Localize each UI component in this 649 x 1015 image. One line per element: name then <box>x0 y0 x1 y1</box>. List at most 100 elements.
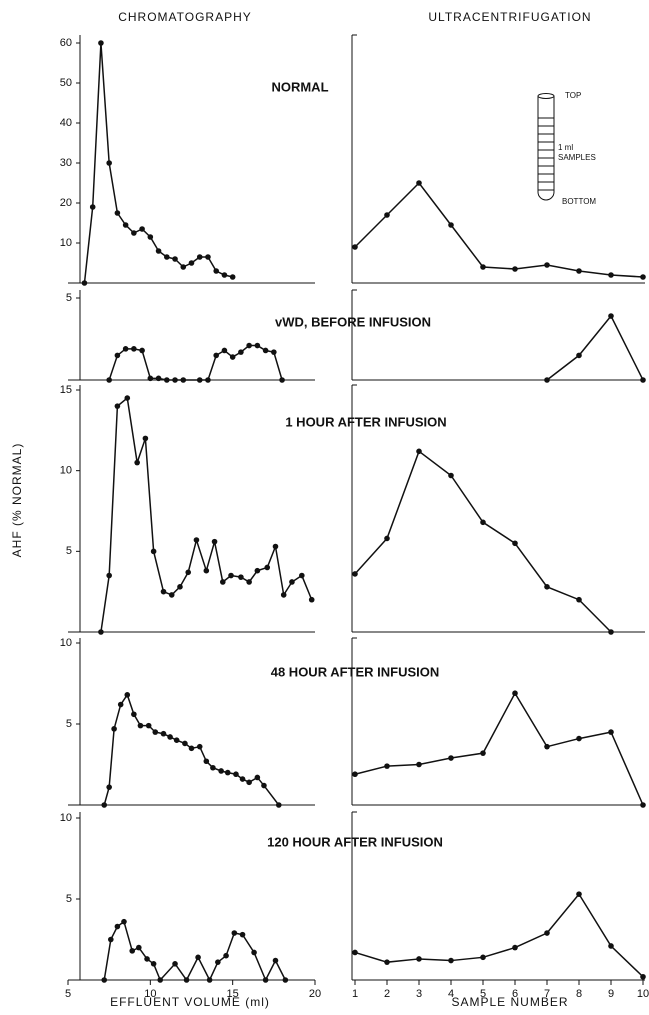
x-tick-label: 2 <box>384 988 390 1000</box>
data-point <box>233 771 239 777</box>
y-tick-label: 10 <box>60 465 72 477</box>
data-point <box>640 377 646 383</box>
y-tick-label: 5 <box>66 545 72 557</box>
data-point <box>205 254 211 260</box>
data-point <box>146 723 152 729</box>
data-point <box>544 584 550 590</box>
data-point <box>283 977 289 983</box>
data-point <box>204 568 210 574</box>
data-point <box>608 943 614 949</box>
data-point <box>161 589 167 595</box>
x-tick-label: 1 <box>352 988 358 1000</box>
data-point <box>139 348 145 354</box>
data-point <box>129 948 135 954</box>
data-point <box>480 519 486 525</box>
data-point <box>213 268 219 274</box>
x-tick-label: 15 <box>227 988 239 1000</box>
data-point <box>238 574 244 580</box>
data-point <box>157 977 163 983</box>
data-point <box>230 354 236 360</box>
y-tick-label: 20 <box>60 197 72 209</box>
data-point <box>416 180 422 186</box>
data-point <box>271 349 277 355</box>
y-tick-label: 60 <box>60 37 72 49</box>
data-point <box>576 597 582 603</box>
data-point <box>134 460 140 466</box>
data-point <box>246 780 252 786</box>
data-point <box>608 313 614 319</box>
data-point <box>384 536 390 542</box>
data-point <box>151 961 157 967</box>
x-tick-label: 3 <box>416 988 422 1000</box>
data-point <box>289 579 295 585</box>
data-point <box>263 977 269 983</box>
data-point <box>164 377 170 383</box>
data-line <box>355 183 643 277</box>
data-point <box>240 776 246 782</box>
data-point <box>246 343 252 349</box>
data-point <box>263 348 269 354</box>
panel-title: 120 HOUR AFTER INFUSION <box>267 834 443 849</box>
data-point <box>276 802 282 808</box>
panel-title: 48 HOUR AFTER INFUSION <box>271 664 440 679</box>
data-point <box>576 268 582 274</box>
data-point <box>384 212 390 218</box>
data-point <box>106 573 112 579</box>
data-point <box>152 729 158 735</box>
data-point <box>148 376 154 382</box>
data-point <box>136 945 142 951</box>
data-point <box>156 376 162 382</box>
data-point <box>124 395 130 401</box>
data-point <box>273 958 279 964</box>
data-point <box>185 570 191 576</box>
data-point <box>608 629 614 635</box>
data-point <box>352 244 358 250</box>
data-point <box>480 264 486 270</box>
data-point <box>101 977 107 983</box>
data-point <box>118 702 124 708</box>
data-point <box>189 746 195 752</box>
data-point <box>448 958 454 964</box>
data-point <box>148 234 154 240</box>
data-point <box>512 690 518 696</box>
tube-rim <box>538 94 554 99</box>
x-tick-label: 6 <box>512 988 518 1000</box>
data-point <box>512 266 518 272</box>
data-point <box>448 473 454 479</box>
data-point <box>156 248 162 254</box>
data-point <box>251 950 257 956</box>
tube-marks <box>538 118 554 190</box>
data-point <box>131 711 137 717</box>
data-point <box>213 353 219 359</box>
data-point <box>576 891 582 897</box>
data-point <box>184 977 190 983</box>
data-point <box>220 579 226 585</box>
data-point <box>384 763 390 769</box>
data-point <box>640 802 646 808</box>
data-point <box>448 755 454 761</box>
data-point <box>169 592 175 598</box>
data-point <box>115 210 121 216</box>
column-title: CHROMATOGRAPHY <box>118 10 252 24</box>
inset-label: BOTTOM <box>562 197 596 206</box>
data-point <box>98 40 104 46</box>
figure: CHROMATOGRAPHY ULTRACENTRIFUGATION AHF (… <box>0 0 649 1015</box>
data-line <box>355 693 643 805</box>
data-point <box>151 549 157 555</box>
data-point <box>139 226 145 232</box>
data-point <box>108 937 114 943</box>
data-point <box>210 765 216 771</box>
data-line <box>547 316 643 380</box>
data-point <box>131 346 137 352</box>
data-point <box>172 961 178 967</box>
data-point <box>261 783 267 789</box>
tube <box>538 96 554 200</box>
data-point <box>143 436 149 442</box>
column-title: ULTRACENTRIFUGATION <box>428 10 591 24</box>
data-point <box>232 930 238 936</box>
inset-label: TOP <box>565 91 581 100</box>
data-point <box>205 377 211 383</box>
x-tick-label: 10 <box>144 988 156 1000</box>
data-point <box>416 762 422 768</box>
panel-title: 1 HOUR AFTER INFUSION <box>285 414 446 429</box>
